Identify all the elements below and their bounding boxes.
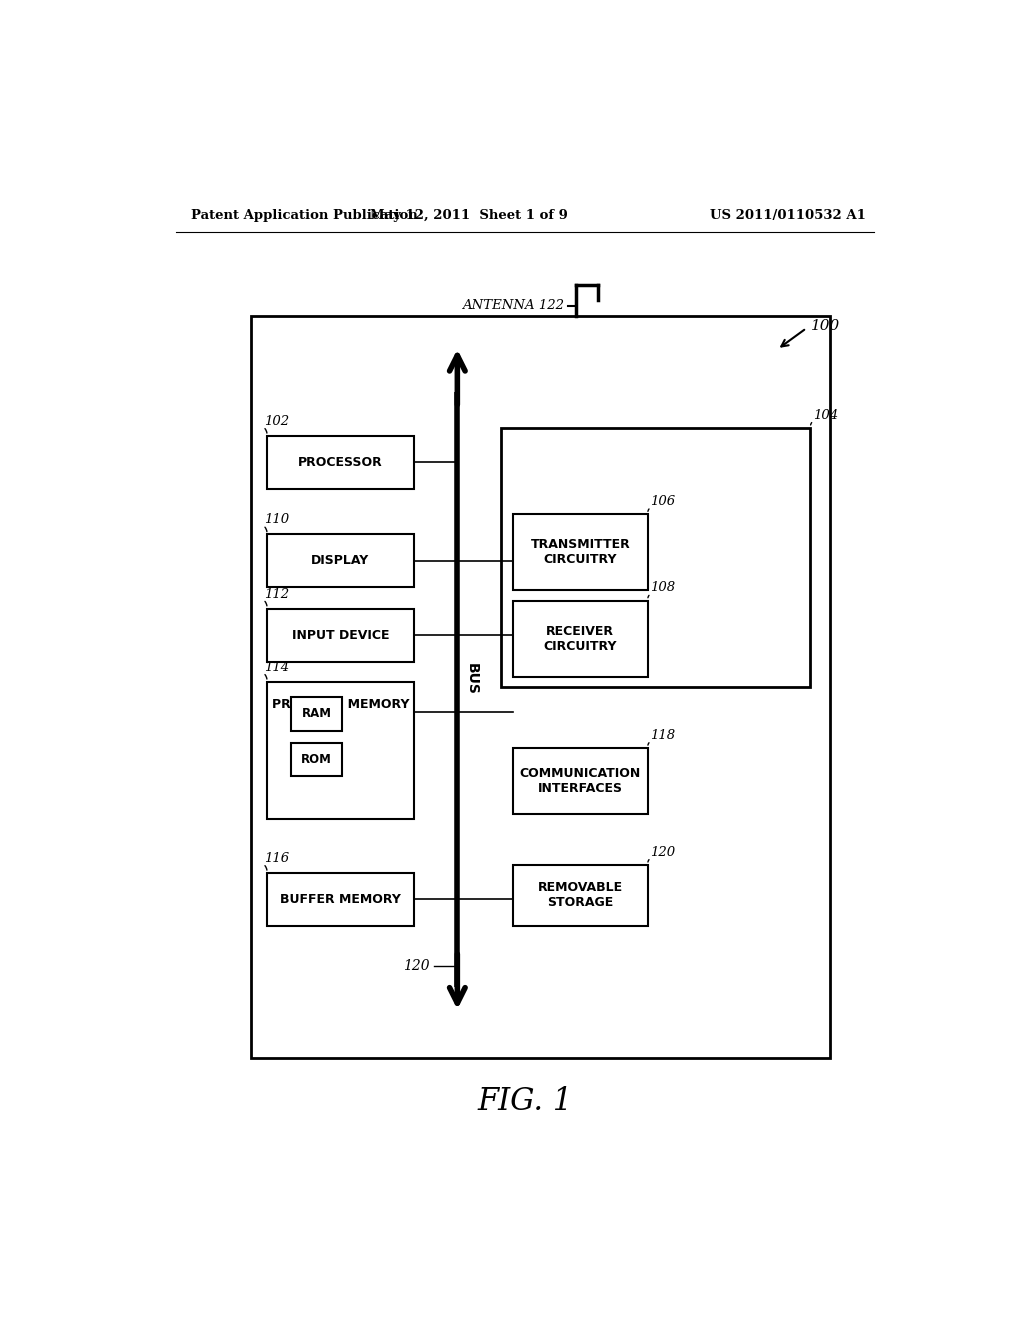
Text: 120: 120 (402, 960, 430, 973)
Bar (251, 315, 830, 1057)
Text: 116: 116 (264, 851, 290, 865)
Text: ROM: ROM (301, 754, 332, 766)
Text: INPUT DEVICE: INPUT DEVICE (292, 628, 389, 642)
Text: DISPLAY: DISPLAY (311, 554, 370, 568)
Bar (513, 865, 648, 925)
Bar (267, 873, 414, 925)
Bar (501, 428, 811, 686)
Text: 114: 114 (264, 661, 290, 673)
Text: BUS: BUS (465, 664, 478, 696)
Text: 120: 120 (650, 846, 675, 859)
Text: 106: 106 (650, 495, 675, 508)
Bar (513, 515, 648, 590)
Text: Patent Application Publication: Patent Application Publication (191, 209, 418, 222)
Bar (291, 697, 342, 731)
Text: ANTENNA 122: ANTENNA 122 (463, 300, 564, 313)
Text: PROCESSOR: PROCESSOR (298, 455, 383, 469)
Text: 108: 108 (650, 581, 675, 594)
Text: BUFFER MEMORY: BUFFER MEMORY (280, 892, 400, 906)
Bar (267, 436, 414, 488)
Text: 112: 112 (264, 587, 290, 601)
Text: COMMUNICATION
INTERFACES: COMMUNICATION INTERFACES (520, 767, 641, 795)
Text: US 2011/0110532 A1: US 2011/0110532 A1 (711, 209, 866, 222)
Bar (267, 609, 414, 661)
Text: RAM: RAM (301, 708, 332, 721)
Text: 110: 110 (264, 513, 290, 527)
Bar (513, 748, 648, 814)
Text: REMOVABLE
STORAGE: REMOVABLE STORAGE (538, 882, 623, 909)
Text: 102: 102 (264, 414, 290, 428)
Text: 118: 118 (650, 729, 675, 742)
Bar (291, 743, 342, 776)
Text: 100: 100 (811, 319, 840, 333)
Text: PROGRAM MEMORY: PROGRAM MEMORY (271, 698, 409, 710)
Text: RECEIVER
CIRCUITRY: RECEIVER CIRCUITRY (544, 624, 617, 652)
Text: TRANSMITTER
CIRCUITRY: TRANSMITTER CIRCUITRY (530, 539, 630, 566)
Bar (267, 535, 414, 587)
Text: May 12, 2011  Sheet 1 of 9: May 12, 2011 Sheet 1 of 9 (371, 209, 568, 222)
Bar (267, 682, 414, 818)
Bar (513, 601, 648, 677)
Text: 104: 104 (813, 409, 838, 421)
Text: FIG. 1: FIG. 1 (477, 1086, 572, 1117)
